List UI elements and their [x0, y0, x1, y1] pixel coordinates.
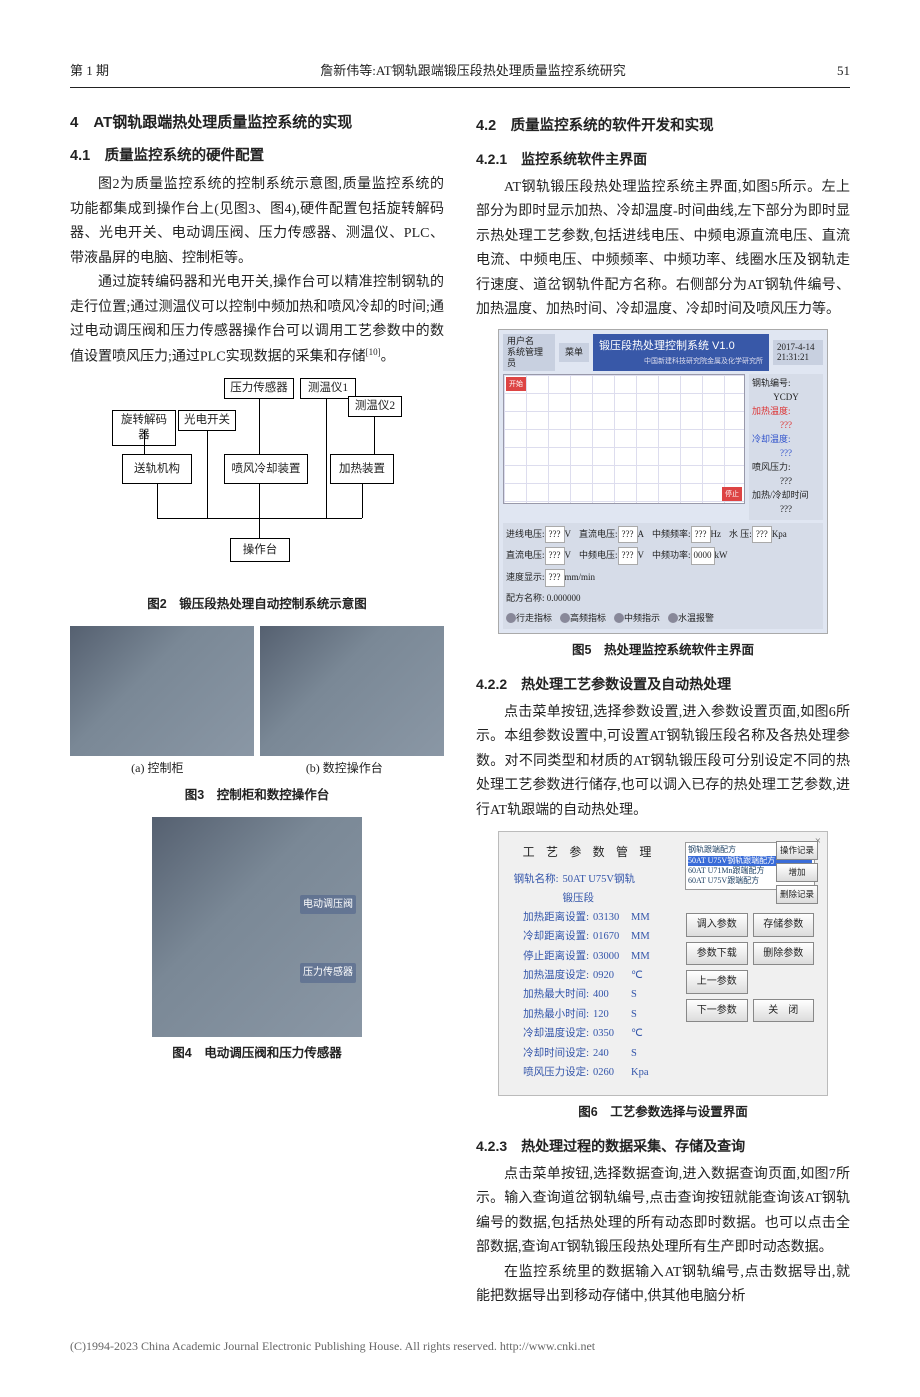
- heading-4-1: 4.1 质量监控系统的硬件配置: [70, 144, 444, 169]
- fig6-btn-load[interactable]: 调入参数: [686, 913, 748, 937]
- fig6-btn-download[interactable]: 参数下载: [686, 942, 748, 966]
- fig5-p-l7: 中频功率:0000kW: [652, 547, 728, 565]
- fig6-btn-next[interactable]: 下一参数: [686, 999, 748, 1023]
- fig6-row-2: 冷却距离设置:01670MM: [511, 928, 667, 946]
- fig5-chart: 开始 停止: [503, 374, 745, 504]
- fig5-time-val: ???: [752, 503, 820, 517]
- fig5-p-l1: 进线电压:???V: [506, 526, 571, 544]
- fig5-p-l3: 中频频率:???Hz: [652, 526, 721, 544]
- page-number: 51: [837, 60, 850, 83]
- heading-4-2-1: 4.2.1 监控系统软件主界面: [476, 147, 850, 172]
- fig5-datetime: 2017-4-14 21:31:21: [773, 340, 823, 366]
- fig5-rail-id: YCDY: [752, 391, 820, 405]
- running-title: 詹新伟等:AT钢轨跟端锻压段热处理质量监控系统研究: [320, 60, 626, 83]
- figure-3-caption: 图3 控制柜和数控操作台: [70, 785, 444, 807]
- fig6-param-rows: 钢轨名称:50AT U75V钢轨锻压段加热距离设置:03130MM冷却距离设置:…: [511, 871, 667, 1082]
- fig6-row-9: 喷风压力设定:0260Kpa: [511, 1064, 667, 1082]
- fig6-btn-save[interactable]: 存储参数: [753, 913, 815, 937]
- fig6-row-4: 加热温度设定:0920℃: [511, 967, 667, 985]
- fig5-p-l2: 直流电压:???A: [579, 526, 644, 544]
- figure-3: [70, 626, 444, 756]
- fig5-lamp2: 高频指标: [560, 611, 606, 627]
- box-pressure-sensor: 压力传感器: [224, 378, 294, 399]
- box-thermometer-2: 测温仪2: [348, 396, 402, 417]
- fig6-btn-delete[interactable]: 删除参数: [753, 942, 815, 966]
- fig5-recipe: 配方名称: 0.000000: [506, 591, 820, 607]
- para-4-1-b: 通过旋转编码器和光电开关,操作台可以精准控制钢轨的走行位置;通过测温仪可以控制中…: [70, 271, 444, 370]
- para-4-2-2: 点击菜单按钮,选择参数设置,进入参数设置页面,如图6所示。本组参数设置中,可设置…: [476, 701, 850, 824]
- heading-4: 4 AT钢轨跟端热处理质量监控系统的实现: [70, 110, 444, 136]
- fig5-title: 锻压段热处理控制系统 V1.0 中国新建科技研究院金属及化学研究所: [593, 334, 769, 372]
- fig5-cool-temp-label: 冷却温度:: [752, 433, 820, 447]
- fig5-p-l8: 速度显示:???mm/min: [506, 569, 595, 587]
- fig6-title: 工 艺 参 数 管 理: [511, 842, 667, 863]
- label-valve: 电动调压阀: [300, 895, 356, 915]
- figure-2-diagram: 压力传感器 测温仪1 测温仪2 旋转解码器 光电开关 送轨机构 喷风冷却装置 加…: [112, 378, 402, 588]
- fig6-row-7: 冷却温度设定:0350℃: [511, 1025, 667, 1043]
- fig5-rail-id-label: 钢轨编号:: [752, 377, 820, 391]
- issue: 第 1 期: [70, 60, 109, 83]
- fig5-p-l5: 直流电压:???V: [506, 547, 571, 565]
- fig5-heat-temp: ???: [752, 419, 820, 433]
- fig5-lamp4: 水温报警: [668, 611, 714, 627]
- left-column: 4 AT钢轨跟端热处理质量监控系统的实现 4.1 质量监控系统的硬件配置 图2为…: [70, 106, 444, 1310]
- figure-6-caption: 图6 工艺参数选择与设置界面: [476, 1102, 850, 1124]
- figure-3a-label: (a) 控制柜: [131, 758, 183, 779]
- label-pressure-sensor: 压力传感器: [300, 963, 356, 983]
- fig6-row-0: 钢轨名称:50AT U75V钢轨锻压段: [511, 871, 667, 908]
- page-footer: (C)1994-2023 China Academic Journal Elec…: [70, 1336, 850, 1357]
- heading-4-2-2: 4.2.2 热处理工艺参数设置及自动热处理: [476, 672, 850, 697]
- figure-3a-photo: [70, 626, 254, 756]
- para-4-1-a: 图2为质量监控系统的控制系统示意图,质量监控系统的功能都集成到操作台上(见图3、…: [70, 173, 444, 271]
- figure-3b-photo: [260, 626, 444, 756]
- heading-4-2: 4.2 质量监控系统的软件开发和实现: [476, 114, 850, 139]
- fig5-wind-label: 喷风压力:: [752, 461, 820, 475]
- fig5-cool-temp: ???: [752, 447, 820, 461]
- fig5-start-button[interactable]: 开始: [506, 377, 526, 391]
- fig6-btn-log[interactable]: 操作记录: [776, 841, 818, 860]
- figure-5-ui: 用户名 系统管理员 菜单 锻压段热处理控制系统 V1.0 中国新建科技研究院金属…: [498, 329, 828, 635]
- box-console: 操作台: [230, 538, 290, 562]
- fig5-time-label: 加热/冷却时间: [752, 489, 820, 503]
- fig5-side-panel: 钢轨编号: YCDY 加热温度: ??? 冷却温度: ??? 喷风压力: ???…: [749, 374, 823, 519]
- fig5-lamp1: 行走指标: [506, 611, 552, 627]
- para-4-2-1: AT钢轨锻压段热处理监控系统主界面,如图5所示。左上部分为即时显示加热、冷却温度…: [476, 176, 850, 323]
- right-column: 4.2 质量监控系统的软件开发和实现 4.2.1 监控系统软件主界面 AT钢轨锻…: [476, 106, 850, 1310]
- running-head: 第 1 期 詹新伟等:AT钢轨跟端锻压段热处理质量监控系统研究 51: [70, 60, 850, 88]
- fig6-row-5: 加热最大时间:400S: [511, 986, 667, 1004]
- fig5-menu-button[interactable]: 菜单: [559, 343, 589, 363]
- box-spray-cooling: 喷风冷却装置: [224, 454, 308, 484]
- figure-4-caption: 图4 电动调压阀和压力传感器: [70, 1043, 444, 1065]
- figure-6-ui: 工 艺 参 数 管 理 钢轨名称:50AT U75V钢轨锻压段加热距离设置:03…: [498, 831, 828, 1096]
- figure-2-caption: 图2 锻压段热处理自动控制系统示意图: [70, 594, 444, 616]
- fig6-row-1: 加热距离设置:03130MM: [511, 909, 667, 927]
- box-heating: 加热装置: [330, 454, 394, 484]
- figure-4-photo: 电动调压阀 压力传感器: [152, 817, 362, 1037]
- fig5-heat-temp-label: 加热温度:: [752, 405, 820, 419]
- fig6-btn-prev[interactable]: 上一参数: [686, 970, 748, 994]
- fig6-row-8: 冷却时间设定:240S: [511, 1045, 667, 1063]
- fig5-p-l6: 中频电压:???V: [579, 547, 644, 565]
- fig6-row-6: 加热最小时间:120S: [511, 1006, 667, 1024]
- fig6-btn-close[interactable]: 关 闭: [753, 999, 815, 1023]
- box-feed-mechanism: 送轨机构: [122, 454, 192, 484]
- figure-3-subcaptions: (a) 控制柜 (b) 数控操作台: [70, 758, 444, 779]
- fig6-btn-delrec[interactable]: 删除记录: [776, 885, 818, 904]
- fig5-user: 用户名 系统管理员: [503, 334, 555, 370]
- fig5-wind-val: ???: [752, 475, 820, 489]
- para-4-2-3a: 点击菜单按钮,选择数据查询,进入数据查询页面,如图7所示。输入查询道岔钢轨编号,…: [476, 1163, 850, 1261]
- fig6-row-3: 停止距离设置:03000MM: [511, 948, 667, 966]
- figure-5-caption: 图5 热处理监控系统软件主界面: [476, 640, 850, 662]
- para-4-2-3b: 在监控系统里的数据输入AT钢轨编号,点击数据导出,就能把数据导出到移动存储中,供…: [476, 1261, 850, 1310]
- fig5-lamp3: 中频指示: [614, 611, 660, 627]
- figure-3b-label: (b) 数控操作台: [306, 758, 383, 779]
- citation-10: [10]: [366, 347, 381, 357]
- heading-4-2-3: 4.2.3 热处理过程的数据采集、存储及查询: [476, 1134, 850, 1159]
- fig6-btn-add[interactable]: 增加: [776, 863, 818, 882]
- fig5-stop-button[interactable]: 停止: [722, 487, 742, 501]
- fig5-bottom-panel: 进线电压:???V 直流电压:???A 中频频率:???Hz 水 压:???Kp…: [503, 523, 823, 630]
- fig5-p-l4: 水 压:???Kpa: [729, 526, 787, 544]
- box-photo-switch: 光电开关: [178, 410, 236, 431]
